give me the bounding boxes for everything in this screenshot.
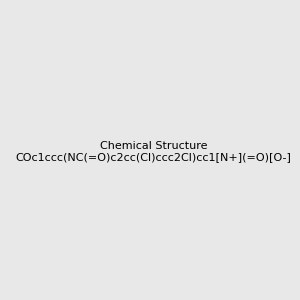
Text: Chemical Structure
COc1ccc(NC(=O)c2cc(Cl)ccc2Cl)cc1[N+](=O)[O-]: Chemical Structure COc1ccc(NC(=O)c2cc(Cl… bbox=[16, 141, 292, 162]
